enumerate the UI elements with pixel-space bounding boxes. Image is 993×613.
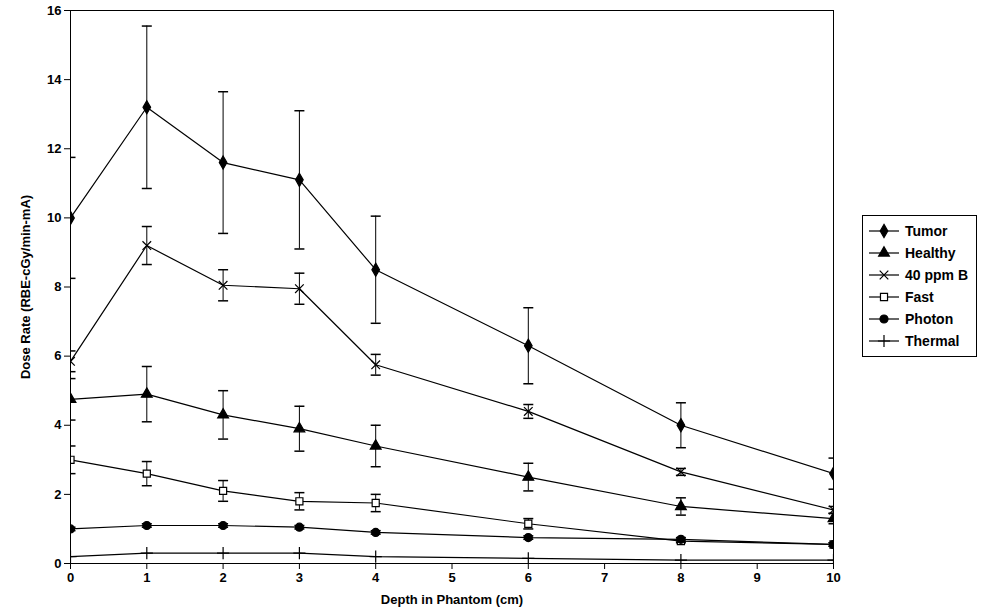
html-text:Thermal: Thermal — [905, 333, 960, 349]
svg-text:16: 16 — [47, 3, 61, 18]
html-text:Photon: Photon — [905, 311, 954, 327]
svg-text:12: 12 — [47, 141, 61, 156]
svg-text:Dose Rate (RBE-cGy/min-mA): Dose Rate (RBE-cGy/min-mA) — [18, 195, 33, 379]
svg-text:5: 5 — [448, 570, 455, 585]
svg-text:6: 6 — [525, 570, 532, 585]
svg-text:4: 4 — [54, 417, 62, 432]
svg-text:1: 1 — [143, 570, 150, 585]
html-text:Healthy: Healthy — [905, 245, 956, 261]
html-text:Tumor: Tumor — [905, 223, 948, 239]
svg-text:0: 0 — [54, 556, 61, 571]
svg-text:14: 14 — [47, 72, 62, 87]
svg-text:7: 7 — [601, 570, 608, 585]
svg-text:8: 8 — [677, 570, 684, 585]
svg-text:9: 9 — [754, 570, 761, 585]
svg-text:6: 6 — [54, 348, 61, 363]
svg-text:8: 8 — [54, 279, 61, 294]
svg-text:4: 4 — [372, 570, 380, 585]
html-text:40 ppm B: 40 ppm B — [905, 267, 968, 283]
svg-text:Depth in Phantom (cm): Depth in Phantom (cm) — [381, 592, 523, 607]
svg-text:3: 3 — [296, 570, 303, 585]
html-text:Fast: Fast — [905, 289, 934, 305]
svg-text:10: 10 — [47, 210, 61, 225]
svg-text:2: 2 — [219, 570, 226, 585]
svg-text:10: 10 — [826, 570, 840, 585]
svg-text:2: 2 — [54, 487, 61, 502]
svg-text:0: 0 — [67, 570, 74, 585]
